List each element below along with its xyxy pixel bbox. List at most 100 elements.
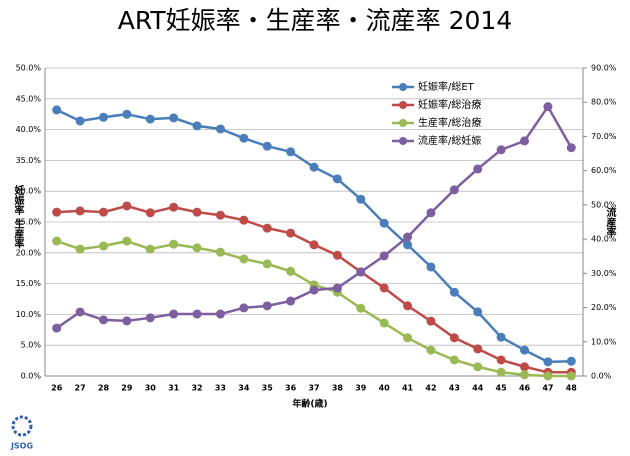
x-tick-label: 30 <box>145 384 157 393</box>
data-point <box>52 323 62 333</box>
data-point <box>145 114 155 124</box>
data-point <box>356 194 366 204</box>
data-point <box>75 116 85 126</box>
data-point <box>286 296 296 306</box>
y-tick-label: 50.0% <box>16 64 42 73</box>
logo-mark <box>11 415 33 437</box>
data-point <box>496 367 506 377</box>
y-tick-label: 20.0% <box>16 248 42 257</box>
data-point <box>98 207 108 217</box>
data-point <box>75 244 85 254</box>
data-point <box>496 355 506 365</box>
data-point <box>98 315 108 325</box>
x-tick-label: 47 <box>542 384 553 393</box>
y-tick-label: 10.0% <box>16 310 42 319</box>
y-tick-label: 35.0% <box>16 156 42 165</box>
data-point <box>75 307 85 317</box>
data-point <box>543 357 553 367</box>
data-point <box>543 102 553 112</box>
y-axis-label: 妊娠率 生産率 <box>12 185 23 249</box>
data-point <box>403 232 413 242</box>
data-point <box>403 240 413 250</box>
x-tick-label: 43 <box>449 384 460 393</box>
legend-marker <box>399 119 407 127</box>
data-point <box>449 333 459 343</box>
legend-label: 妊娠率/総ET <box>418 80 475 93</box>
data-point <box>332 250 342 260</box>
x-tick-label: 36 <box>285 384 297 393</box>
x-tick-label: 48 <box>566 384 578 393</box>
y-tick-label: 45.0% <box>16 94 42 103</box>
x-tick-label: 42 <box>425 384 436 393</box>
x-tick-label: 33 <box>215 384 226 393</box>
x-tick-label: 39 <box>355 384 367 393</box>
legend-marker <box>399 83 407 91</box>
data-point <box>520 136 530 146</box>
data-point <box>496 145 506 155</box>
data-point <box>192 121 202 131</box>
x-tick-label: 29 <box>121 384 133 393</box>
data-point <box>379 283 389 293</box>
x-tick-label: 40 <box>379 384 391 393</box>
data-point <box>192 243 202 253</box>
x-tick-label: 45 <box>496 384 508 393</box>
data-point <box>145 313 155 323</box>
y2-tick-label: 50.0% <box>591 200 617 209</box>
data-point <box>52 236 62 246</box>
data-point <box>520 362 530 372</box>
logo-text: JSOG <box>10 442 33 451</box>
data-point <box>239 215 249 225</box>
y2-tick-label: 0.0% <box>591 372 612 381</box>
y-tick-label: 15.0% <box>16 279 42 288</box>
y-tick-label: 0.0% <box>21 372 42 381</box>
data-point <box>98 241 108 251</box>
x-tick-label: 37 <box>308 384 319 393</box>
data-point <box>239 133 249 143</box>
y2-tick-label: 80.0% <box>591 98 617 107</box>
x-tick-label: 32 <box>191 384 202 393</box>
data-point <box>309 162 319 172</box>
data-point <box>122 201 132 211</box>
data-point <box>449 185 459 195</box>
data-point <box>239 303 249 313</box>
y-tick-label: 30.0% <box>16 187 42 196</box>
data-point <box>403 301 413 311</box>
series-line <box>56 108 572 364</box>
data-point <box>215 124 225 134</box>
data-point <box>473 344 483 354</box>
data-point <box>473 307 483 317</box>
y2-tick-label: 20.0% <box>591 303 617 312</box>
data-point <box>543 371 553 381</box>
legend-label: 妊娠率/総治療 <box>418 98 481 111</box>
data-point <box>52 207 62 217</box>
data-point <box>426 316 436 326</box>
y2-axis-label: 流産率 <box>604 207 615 237</box>
data-point <box>122 236 132 246</box>
data-point <box>75 206 85 216</box>
chart-title: ART妊娠率・生産率・流産率 2014 <box>118 6 513 35</box>
data-point <box>215 247 225 257</box>
data-point <box>496 332 506 342</box>
data-point <box>262 259 272 269</box>
x-tick-label: 35 <box>262 384 274 393</box>
data-point <box>356 267 366 277</box>
logo: JSOG <box>10 415 33 451</box>
data-point <box>356 303 366 313</box>
data-point <box>379 251 389 261</box>
data-point <box>449 287 459 297</box>
y2-tick-label: 30.0% <box>591 269 617 278</box>
data-point <box>239 254 249 264</box>
data-point <box>426 208 436 218</box>
y2-tick-label: 70.0% <box>591 132 617 141</box>
y2-tick-label: 60.0% <box>591 166 617 175</box>
y2-tick-label: 10.0% <box>591 337 617 346</box>
data-point <box>286 147 296 157</box>
data-point <box>449 355 459 365</box>
data-point <box>98 112 108 122</box>
data-point <box>520 370 530 380</box>
data-point <box>566 371 576 381</box>
data-point <box>215 210 225 220</box>
x-tick-label: 46 <box>519 384 531 393</box>
data-point <box>122 109 132 119</box>
